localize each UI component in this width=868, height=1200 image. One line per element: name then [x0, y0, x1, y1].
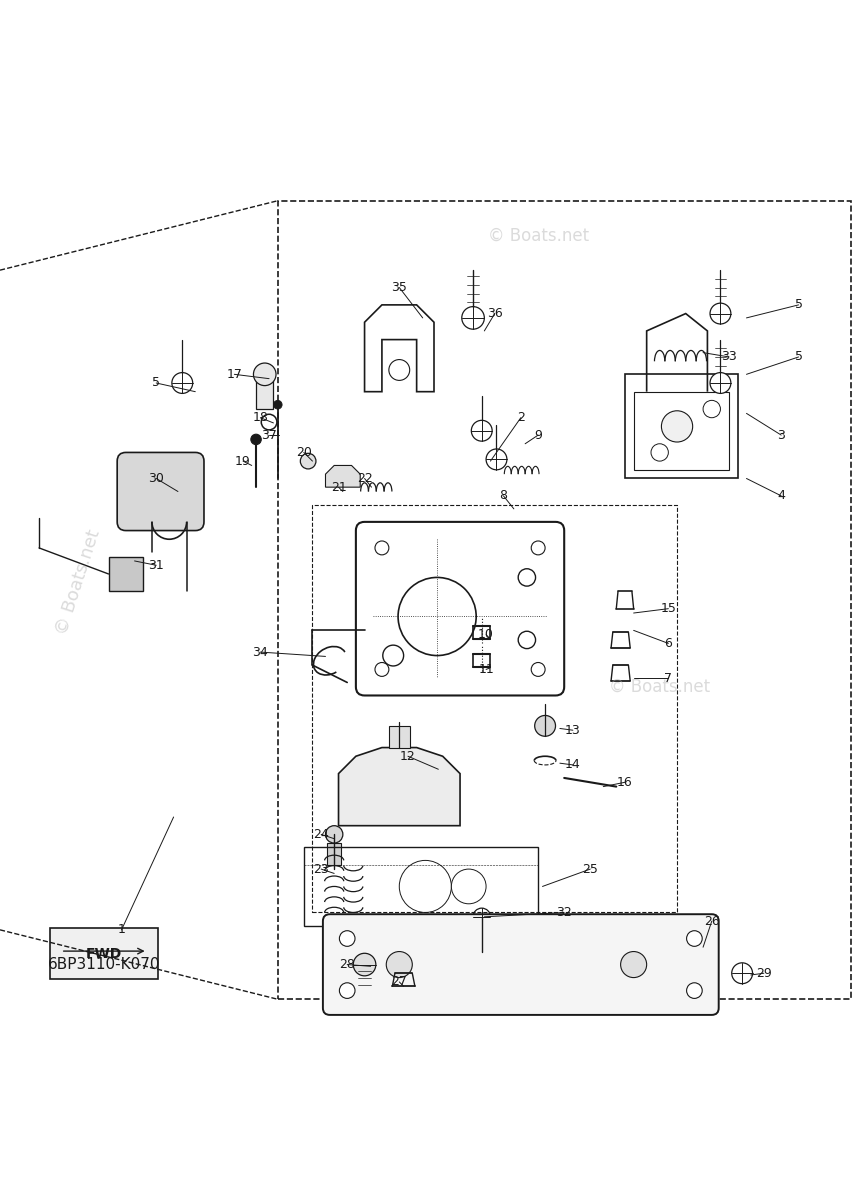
- Circle shape: [703, 401, 720, 418]
- Text: 21: 21: [331, 481, 346, 493]
- Circle shape: [471, 420, 492, 442]
- Bar: [278, 200, 851, 1000]
- Text: 16: 16: [617, 775, 633, 788]
- Text: 6: 6: [664, 637, 673, 650]
- Text: 3: 3: [777, 428, 786, 442]
- Text: 34: 34: [253, 646, 268, 659]
- Text: 19: 19: [235, 455, 251, 468]
- Circle shape: [621, 952, 647, 978]
- Circle shape: [710, 304, 731, 324]
- FancyBboxPatch shape: [117, 452, 204, 530]
- Circle shape: [300, 454, 316, 469]
- Text: 32: 32: [556, 906, 572, 919]
- Text: 14: 14: [565, 758, 581, 772]
- Text: 31: 31: [148, 559, 164, 571]
- Circle shape: [651, 444, 668, 461]
- Text: 29: 29: [756, 967, 772, 979]
- Circle shape: [399, 860, 451, 912]
- Circle shape: [386, 952, 412, 978]
- Text: 9: 9: [534, 428, 542, 442]
- Text: 5: 5: [794, 350, 803, 364]
- Circle shape: [661, 410, 693, 442]
- Text: 8: 8: [499, 490, 508, 503]
- Text: 27: 27: [391, 976, 407, 989]
- Circle shape: [172, 372, 193, 394]
- Text: 24: 24: [313, 828, 329, 841]
- Bar: [312, 504, 677, 912]
- Circle shape: [451, 869, 486, 904]
- Text: 1: 1: [117, 923, 126, 936]
- Circle shape: [389, 360, 410, 380]
- Circle shape: [273, 401, 282, 409]
- Circle shape: [375, 541, 389, 554]
- Circle shape: [473, 908, 490, 925]
- Text: 15: 15: [661, 602, 676, 616]
- Text: © Boats.net: © Boats.net: [609, 678, 710, 696]
- Polygon shape: [326, 466, 360, 487]
- Text: 25: 25: [582, 863, 598, 876]
- Text: 7: 7: [664, 672, 673, 685]
- Text: © Boats.net: © Boats.net: [53, 528, 103, 637]
- Text: 6BP3110-K070: 6BP3110-K070: [48, 958, 161, 972]
- Text: 35: 35: [391, 281, 407, 294]
- Text: 12: 12: [400, 750, 416, 763]
- Bar: [256, 374, 273, 409]
- FancyBboxPatch shape: [50, 928, 158, 979]
- Text: 18: 18: [253, 412, 268, 425]
- Text: 30: 30: [148, 472, 164, 485]
- Circle shape: [732, 962, 753, 984]
- FancyBboxPatch shape: [323, 914, 719, 1015]
- Text: 13: 13: [565, 724, 581, 737]
- Bar: [389, 726, 410, 748]
- Polygon shape: [108, 557, 143, 592]
- Text: 17: 17: [227, 368, 242, 380]
- Text: 4: 4: [777, 490, 786, 503]
- Text: 36: 36: [487, 307, 503, 320]
- Text: 33: 33: [721, 350, 737, 364]
- Circle shape: [339, 931, 355, 947]
- Circle shape: [687, 931, 702, 947]
- Text: 11: 11: [478, 662, 494, 676]
- Text: 20: 20: [296, 446, 312, 458]
- Text: 28: 28: [339, 958, 355, 971]
- Circle shape: [353, 953, 376, 976]
- Circle shape: [531, 541, 545, 554]
- Circle shape: [339, 983, 355, 998]
- Bar: [327, 844, 341, 865]
- Text: FWD: FWD: [86, 947, 122, 961]
- Circle shape: [687, 983, 702, 998]
- Text: 5: 5: [794, 299, 803, 311]
- Text: © Boats.net: © Boats.net: [488, 227, 589, 245]
- Circle shape: [326, 826, 343, 844]
- Text: 26: 26: [704, 914, 720, 928]
- Circle shape: [462, 307, 484, 329]
- Text: 10: 10: [478, 629, 494, 641]
- Circle shape: [251, 434, 261, 445]
- Circle shape: [535, 715, 556, 737]
- Text: 2: 2: [516, 412, 525, 425]
- Text: 22: 22: [357, 472, 372, 485]
- Circle shape: [710, 372, 731, 394]
- Text: 37: 37: [261, 428, 277, 442]
- Polygon shape: [339, 748, 460, 826]
- Circle shape: [531, 662, 545, 677]
- Circle shape: [253, 364, 276, 385]
- Text: 23: 23: [313, 863, 329, 876]
- Circle shape: [486, 449, 507, 470]
- Text: 5: 5: [152, 377, 161, 390]
- Circle shape: [375, 662, 389, 677]
